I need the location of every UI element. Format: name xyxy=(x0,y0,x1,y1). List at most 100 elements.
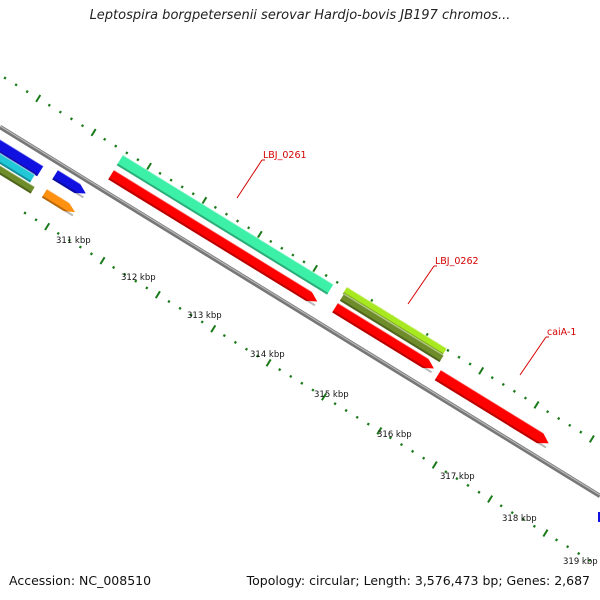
inner-tick-mark xyxy=(566,545,570,549)
gene-block-blue-left xyxy=(0,139,44,177)
gene-block-LBJ_0262-olive xyxy=(339,294,444,363)
outer-tick-mark xyxy=(213,205,217,209)
inner-tick-mark xyxy=(112,265,116,270)
outer-tick-mark xyxy=(579,430,583,434)
inner-tick-mark xyxy=(411,449,415,453)
inner-tick-mark xyxy=(554,538,559,542)
inner-tick-mark xyxy=(154,290,161,299)
inner-tick-mark xyxy=(466,483,470,488)
gene-block-olive-left xyxy=(0,165,35,194)
outer-tick-mark xyxy=(114,144,118,148)
inner-tick-mark xyxy=(99,256,106,265)
tick-label: 315 kbp xyxy=(314,390,349,400)
inner-tick-mark xyxy=(487,495,494,503)
outer-tick-mark xyxy=(533,400,540,409)
outer-tick-mark xyxy=(588,435,595,443)
cds-block-LBJ_0262 xyxy=(332,303,434,369)
inner-tick-mark xyxy=(167,299,171,304)
outer-tick-mark xyxy=(35,94,42,103)
inner-tick-mark xyxy=(67,238,71,242)
label-leader-line xyxy=(519,336,547,376)
inner-tick-ring xyxy=(23,211,592,562)
outer-tick-mark xyxy=(324,273,328,278)
outer-tick-mark xyxy=(25,90,29,94)
outer-tick-mark xyxy=(269,239,273,244)
inner-tick-mark xyxy=(431,461,438,469)
inner-tick-mark xyxy=(23,211,27,215)
gene-label[interactable]: LBJ_0261 xyxy=(263,150,307,161)
inner-tick-mark xyxy=(134,279,138,283)
cds-block-LBJ_0261 xyxy=(108,170,318,302)
inner-tick-mark xyxy=(577,551,581,556)
outer-tick-mark xyxy=(146,162,152,171)
outer-tick-mark xyxy=(280,246,284,250)
chromosome-backbone-highlight xyxy=(0,125,600,496)
edge-feature-fragment xyxy=(598,512,600,522)
outer-tick-mark xyxy=(58,110,62,114)
label-leader-line xyxy=(407,265,435,305)
inner-tick-mark xyxy=(255,354,260,358)
inner-tick-mark xyxy=(366,422,370,426)
outer-tick-mark xyxy=(501,382,505,387)
chromosome-backbone xyxy=(0,125,600,498)
outer-tick-mark xyxy=(490,376,494,380)
inner-tick-mark xyxy=(477,490,481,494)
inner-tick-mark xyxy=(123,272,127,276)
inner-tick-mark xyxy=(89,252,94,256)
outer-tick-mark xyxy=(291,253,295,257)
outer-tick-mark xyxy=(69,117,74,121)
outer-tick-mark xyxy=(478,366,485,375)
outer-tick-mark xyxy=(201,196,208,205)
cds-block-caiA-1 xyxy=(434,370,549,444)
tick-label: 312 kbp xyxy=(121,273,156,283)
inner-tick-mark xyxy=(278,368,282,372)
inner-tick-mark xyxy=(333,402,337,406)
gene-block-LBJ_0262-lime xyxy=(342,287,447,356)
tick-label: 317 kbp xyxy=(440,472,475,482)
topology-summary: Topology: circular; Length: 3,576,473 bp… xyxy=(246,573,590,588)
inner-tick-mark xyxy=(222,333,226,338)
outer-tick-mark xyxy=(256,230,263,239)
tick-label: 316 kbp xyxy=(377,430,412,440)
tick-label: 318 kbp xyxy=(502,514,537,524)
inner-tick-mark xyxy=(265,358,272,367)
inner-tick-mark xyxy=(233,340,237,344)
inner-tick-mark xyxy=(510,511,514,515)
inner-tick-mark xyxy=(78,245,82,249)
inner-tick-mark xyxy=(300,381,304,385)
inner-tick-mark xyxy=(399,442,404,447)
gene-label[interactable]: caiA-1 xyxy=(547,327,576,338)
outer-tick-mark xyxy=(235,219,240,223)
outer-tick-mark xyxy=(512,389,516,393)
inner-tick-mark xyxy=(521,517,525,522)
inner-tick-mark xyxy=(56,231,60,236)
inner-tick-mark xyxy=(455,476,459,481)
gene-block-orange xyxy=(41,189,75,213)
inner-tick-mark xyxy=(321,392,327,401)
outer-tick-mark xyxy=(557,416,561,421)
outer-tick-mark xyxy=(14,83,18,87)
accession-text: Accession: NC_008510 xyxy=(9,573,152,588)
outer-tick-mark xyxy=(180,185,184,189)
outer-tick-mark xyxy=(468,362,472,366)
gene-label[interactable]: LBJ_0262 xyxy=(435,256,479,267)
inner-tick-mark xyxy=(542,529,549,538)
outer-tick-mark xyxy=(47,103,51,107)
outer-tick-mark xyxy=(247,226,251,230)
label-leader-line xyxy=(236,159,263,199)
outer-tick-mark xyxy=(546,410,550,414)
inner-tick-mark xyxy=(44,222,51,231)
outer-tick-mark xyxy=(169,178,173,182)
outer-tick-mark xyxy=(80,124,85,128)
inner-tick-mark xyxy=(200,320,204,324)
outer-tick-mark xyxy=(191,192,195,196)
outer-tick-mark xyxy=(523,396,528,400)
tick-label: 314 kbp xyxy=(250,350,285,360)
inner-tick-mark xyxy=(189,313,193,317)
inner-tick-mark xyxy=(34,218,38,222)
outer-tick-mark xyxy=(136,158,140,162)
inner-tick-mark xyxy=(388,436,392,440)
outer-tick-mark xyxy=(568,423,572,427)
inner-tick-mark xyxy=(344,408,348,413)
